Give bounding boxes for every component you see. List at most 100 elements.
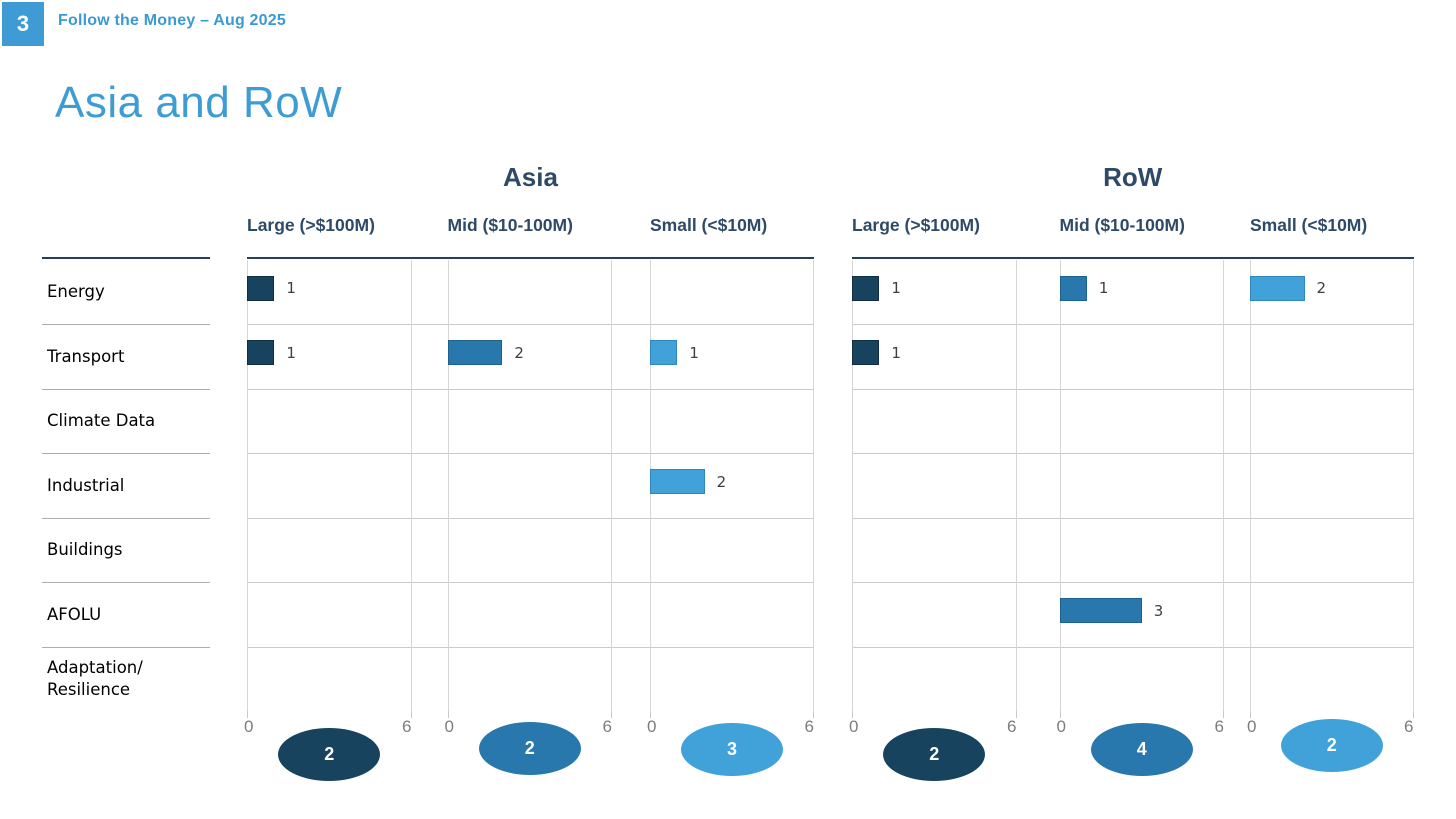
- panel-gridlines: [852, 259, 1017, 711]
- row-gridline: [852, 388, 1414, 390]
- group-title: RoW: [1103, 162, 1163, 192]
- total-value: 2: [929, 744, 940, 764]
- row-gridline: [852, 324, 1414, 325]
- axis-min-label: 0: [849, 717, 859, 736]
- total-value: 2: [1326, 735, 1337, 755]
- panel-gridlines: [1059, 259, 1224, 711]
- row-gridline: [247, 324, 814, 325]
- axis-tick: [1059, 711, 1061, 718]
- axis-min-label: 0: [1247, 717, 1257, 736]
- page-number: 3: [16, 11, 30, 36]
- bar: [650, 469, 705, 494]
- bar-value-label: 2: [514, 343, 524, 362]
- panel-gridlines: [447, 259, 612, 711]
- axis-tick: [611, 711, 612, 718]
- panel-gridlines: [1250, 259, 1414, 711]
- axis-tick: [852, 711, 853, 718]
- axis-tick: [650, 711, 651, 718]
- axis-min-label: 0: [444, 717, 454, 736]
- bar-value-label: 2: [716, 472, 727, 491]
- category-label: AFOLU: [47, 604, 102, 624]
- column-header: Mid ($10-100M): [447, 215, 573, 235]
- bar: [650, 340, 678, 365]
- axis-max-label: 6: [804, 717, 814, 736]
- category-header-rule: [42, 257, 210, 259]
- row-gridline: [247, 646, 814, 648]
- axis-tick: [1250, 711, 1251, 718]
- bar: [247, 340, 275, 365]
- axis-max-label: 6: [602, 717, 612, 736]
- column-header-rule: [852, 257, 1414, 259]
- group-title: Asia: [503, 162, 558, 192]
- page-number-box: 3: [2, 2, 44, 46]
- category-label: Adaptation/ Resilience: [47, 658, 143, 699]
- column-header-rule: [247, 257, 814, 259]
- bar: [1250, 275, 1305, 301]
- category-separator: [42, 453, 210, 454]
- axis-tick: [1015, 711, 1017, 718]
- bar: [852, 275, 880, 301]
- category-separator: [42, 324, 210, 325]
- bar: [447, 340, 503, 365]
- total-badge: 2: [883, 728, 986, 781]
- axis-max-label: 6: [1007, 717, 1017, 736]
- category-separator: [42, 582, 210, 583]
- axis-tick: [447, 711, 449, 718]
- category-separator: [42, 517, 210, 519]
- bar-value-label: 1: [891, 279, 901, 297]
- total-value: 2: [524, 738, 535, 758]
- deck-title: Follow the Money – Aug 2025: [58, 12, 286, 29]
- column-header: Small (<$10M): [1250, 215, 1368, 235]
- column-header: Small (<$10M): [650, 215, 768, 235]
- bar-value-label: 1: [286, 279, 296, 297]
- bar: [247, 275, 275, 301]
- axis-tick: [813, 711, 814, 718]
- column-header: Large (>$100M): [247, 215, 375, 235]
- bar-value-label: 3: [1153, 601, 1164, 620]
- bar-value-label: 1: [689, 343, 699, 362]
- row-gridline: [247, 453, 814, 454]
- axis-max-label: 6: [1214, 717, 1224, 736]
- axis-min-label: 0: [1056, 717, 1066, 736]
- bar: [852, 340, 880, 365]
- axis-tick: [247, 711, 248, 718]
- bar-value-label: 2: [1316, 279, 1327, 297]
- category-label: Climate Data: [47, 411, 156, 431]
- total-value: 4: [1136, 739, 1147, 759]
- axis-tick: [1223, 711, 1224, 718]
- row-gridline: [247, 517, 814, 519]
- row-gridline: [852, 517, 1414, 519]
- bar: [1059, 275, 1087, 301]
- row-gridline: [247, 582, 814, 583]
- total-value: 3: [726, 739, 737, 759]
- panel-gridlines: [247, 259, 412, 711]
- total-badge: 4: [1090, 723, 1193, 776]
- axis-tick: [1412, 711, 1414, 718]
- axis-max-label: 6: [1404, 717, 1414, 736]
- axis-min-label: 0: [244, 717, 254, 736]
- slide-title: Asia and RoW: [55, 78, 343, 127]
- category-separator: [42, 646, 210, 648]
- bar: [1059, 598, 1142, 623]
- category-separator: [42, 388, 210, 390]
- row-gridline: [852, 646, 1414, 648]
- column-header: Large (>$100M): [852, 215, 980, 235]
- column-header: Mid ($10-100M): [1059, 215, 1185, 235]
- axis-min-label: 0: [647, 717, 657, 736]
- row-gridline: [247, 388, 814, 390]
- total-badge: 3: [681, 723, 783, 776]
- category-label: Energy: [47, 282, 105, 302]
- category-label: Buildings: [47, 540, 123, 560]
- axis-max-label: 6: [402, 717, 412, 736]
- bar-value-label: 1: [891, 343, 901, 362]
- row-gridline: [852, 582, 1414, 583]
- row-gridline: [852, 453, 1414, 454]
- bar-value-label: 1: [1098, 279, 1109, 297]
- total-badge: 2: [1280, 719, 1383, 772]
- category-label: Industrial: [47, 475, 125, 495]
- axis-tick: [410, 711, 412, 718]
- total-badge: 2: [478, 722, 581, 775]
- category-label: Transport: [47, 346, 125, 366]
